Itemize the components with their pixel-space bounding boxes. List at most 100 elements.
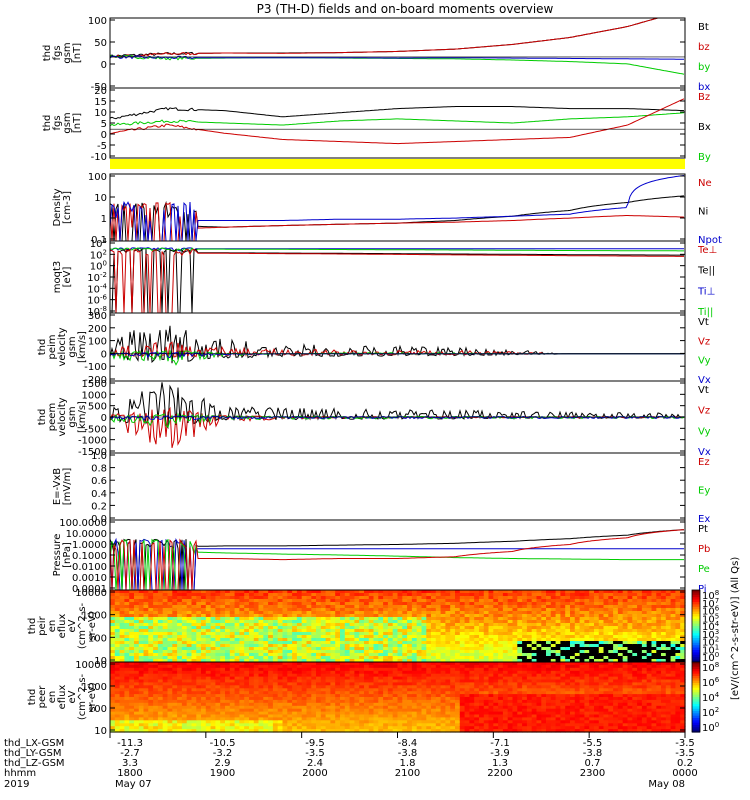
heatmap-cell [229,664,236,669]
heatmap-cell [124,676,130,681]
heatmap-cell [531,653,538,657]
heatmap-cell [253,620,260,624]
heatmap-cell [368,673,375,678]
heatmap-cell [119,647,125,651]
heatmap-cell [517,632,523,636]
heatmap-cell [464,723,470,727]
heatmap-cell [162,702,169,707]
heatmap-cell [411,682,418,686]
heatmap-cell [368,608,375,612]
heatmap-cell [483,623,490,627]
heatmap-cell [249,644,255,648]
heatmap-cell [426,662,432,666]
heatmap-cell [306,729,312,733]
heatmap-cell [617,629,624,633]
heatmap-cell [364,629,370,633]
heatmap-cell [483,650,490,654]
heatmap-cell [474,659,480,663]
heatmap-cell [522,650,528,654]
heatmap-cell [661,620,667,624]
heatmap-cell [316,599,322,603]
heatmap-cell [536,602,542,606]
heatmap-cell [119,605,125,609]
y-axis-label-line: gsm [67,406,78,427]
heatmap-cell [162,650,169,654]
heatmap-cell [129,632,135,636]
heatmap-cell [464,705,470,710]
heatmap-cell [522,629,528,633]
heatmap-cell [143,726,149,730]
heatmap-cell [512,626,518,630]
heatmap-cell [239,699,245,704]
heatmap-cell [416,691,423,695]
heatmap-cell [368,676,375,681]
heatmap-cell [617,605,624,609]
heatmap-cell [354,602,360,606]
heatmap-cell [177,702,183,707]
heatmap-cell [364,685,370,689]
heatmap-cell [407,667,413,672]
heatmap-cell [258,617,264,621]
heatmap-cell [459,673,466,678]
heatmap-cell [210,644,216,648]
heatmap-cell [397,656,403,660]
heatmap-cell [512,590,518,594]
heatmap-cell [450,614,456,618]
heatmap-cell [330,590,336,594]
heatmap-cell [287,617,293,621]
heatmap-cell [661,599,667,603]
heatmap-cell [253,605,260,609]
heatmap-cell [282,685,288,689]
heatmap-cell [431,729,437,733]
heatmap-cell [153,641,159,645]
heatmap-cell [359,705,365,710]
heatmap-cell [138,662,145,666]
heatmap-cell [407,699,413,704]
heatmap-cell [464,673,470,678]
heatmap-cell [201,611,207,615]
heatmap-cell [306,664,312,669]
heatmap-cell [502,623,509,627]
heatmap-cell [119,650,125,654]
heatmap-cell [244,662,250,666]
heatmap-cell [292,702,298,707]
heatmap-cell [383,641,389,645]
heatmap-cell [210,673,216,678]
heatmap-cell [325,629,331,633]
heatmap-cell [378,662,384,666]
legend-label: Ey [698,486,710,497]
heatmap-cell [359,602,365,606]
heatmap-cell [330,708,336,713]
colorbar-tick-label: 106 [702,605,720,618]
heatmap-cell [608,644,614,648]
heatmap-cell [316,723,322,727]
heatmap-cell [320,691,327,695]
heatmap-cell [344,626,351,630]
heatmap-cell [584,629,590,633]
heatmap-cell [598,602,605,606]
heatmap-cell [282,708,288,713]
heatmap-cell [387,656,394,660]
heatmap-cell [536,659,542,663]
heatmap-cell [459,599,466,603]
heatmap-cell [335,617,341,621]
heatmap-cell [114,697,121,701]
heatmap-cell [210,605,216,609]
heatmap-cell [665,611,672,615]
heatmap-cell [594,659,600,663]
heatmap-cell [239,632,245,636]
heatmap-cell [162,688,169,692]
heatmap-cell [411,644,418,648]
heatmap-cell [440,664,446,669]
heatmap-cell [416,659,423,663]
colorbar-cell [692,606,700,610]
heatmap-cell [474,656,480,660]
heatmap-cell [517,593,523,597]
heatmap-cell [244,702,250,707]
heatmap-cell [196,617,202,621]
heatmap-cell [316,667,322,672]
heatmap-cell [162,685,169,689]
heatmap-cell [627,614,633,618]
legend-label: by [698,62,710,73]
heatmap-cell [368,614,375,618]
